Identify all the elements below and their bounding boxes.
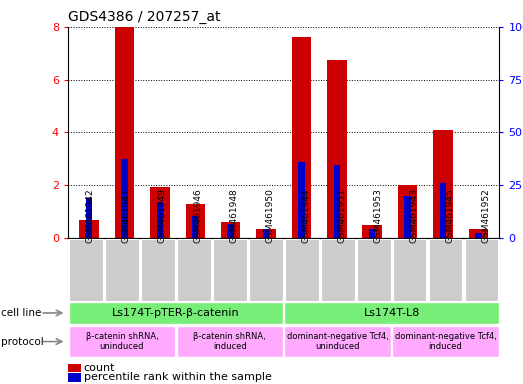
Bar — [263, 229, 269, 238]
Bar — [292, 38, 311, 238]
Text: count: count — [84, 363, 115, 373]
Text: GSM461948: GSM461948 — [230, 189, 239, 243]
Bar — [192, 216, 199, 238]
Text: GSM461946: GSM461946 — [194, 189, 203, 243]
Bar — [186, 204, 205, 238]
Bar — [86, 199, 93, 238]
Bar — [256, 229, 276, 238]
Text: GSM461949: GSM461949 — [158, 189, 167, 243]
FancyBboxPatch shape — [285, 239, 319, 301]
Bar — [404, 196, 411, 238]
Bar — [362, 225, 382, 238]
Bar — [121, 159, 128, 238]
FancyBboxPatch shape — [177, 239, 211, 301]
FancyBboxPatch shape — [249, 239, 282, 301]
FancyBboxPatch shape — [105, 239, 139, 301]
Text: β-catenin shRNA,
induced: β-catenin shRNA, induced — [194, 332, 266, 351]
Text: dominant-negative Tcf4,
uninduced: dominant-negative Tcf4, uninduced — [287, 332, 389, 351]
Bar — [334, 166, 340, 238]
Bar — [327, 60, 347, 238]
Text: percentile rank within the sample: percentile rank within the sample — [84, 372, 271, 382]
Bar — [440, 183, 446, 238]
Bar — [433, 130, 452, 238]
Text: GSM461950: GSM461950 — [266, 188, 275, 243]
FancyBboxPatch shape — [285, 302, 499, 324]
FancyBboxPatch shape — [429, 239, 462, 301]
Text: GSM461944: GSM461944 — [302, 189, 311, 243]
Bar — [298, 162, 304, 238]
Bar — [469, 229, 488, 238]
Text: GSM461953: GSM461953 — [373, 188, 383, 243]
Text: Ls174T-pTER-β-catenin: Ls174T-pTER-β-catenin — [112, 308, 240, 318]
FancyBboxPatch shape — [177, 326, 283, 357]
FancyBboxPatch shape — [69, 302, 283, 324]
Text: GSM461945: GSM461945 — [446, 189, 454, 243]
FancyBboxPatch shape — [392, 326, 499, 357]
Bar — [398, 185, 417, 238]
FancyBboxPatch shape — [69, 239, 103, 301]
Text: β-catenin shRNA,
uninduced: β-catenin shRNA, uninduced — [86, 332, 158, 351]
Text: GDS4386 / 207257_at: GDS4386 / 207257_at — [68, 10, 221, 25]
Text: GSM461952: GSM461952 — [482, 189, 491, 243]
Bar — [475, 233, 482, 238]
Text: cell line: cell line — [1, 308, 41, 318]
Bar — [228, 223, 234, 238]
Text: GSM461942: GSM461942 — [86, 189, 95, 243]
Bar — [369, 229, 376, 238]
Text: GSM461951: GSM461951 — [338, 188, 347, 243]
Text: Ls174T-L8: Ls174T-L8 — [363, 308, 420, 318]
Bar — [115, 27, 134, 238]
Text: dominant-negative Tcf4,
induced: dominant-negative Tcf4, induced — [394, 332, 496, 351]
FancyBboxPatch shape — [285, 326, 391, 357]
Bar — [150, 187, 169, 238]
FancyBboxPatch shape — [213, 239, 247, 301]
FancyBboxPatch shape — [321, 239, 355, 301]
Text: GSM461947: GSM461947 — [122, 189, 131, 243]
Bar — [221, 222, 241, 238]
Bar — [79, 220, 99, 238]
Bar — [157, 202, 163, 238]
FancyBboxPatch shape — [464, 239, 498, 301]
Text: GSM461943: GSM461943 — [410, 189, 418, 243]
Text: protocol: protocol — [1, 336, 44, 347]
FancyBboxPatch shape — [141, 239, 175, 301]
FancyBboxPatch shape — [393, 239, 426, 301]
FancyBboxPatch shape — [69, 326, 175, 357]
FancyBboxPatch shape — [357, 239, 391, 301]
